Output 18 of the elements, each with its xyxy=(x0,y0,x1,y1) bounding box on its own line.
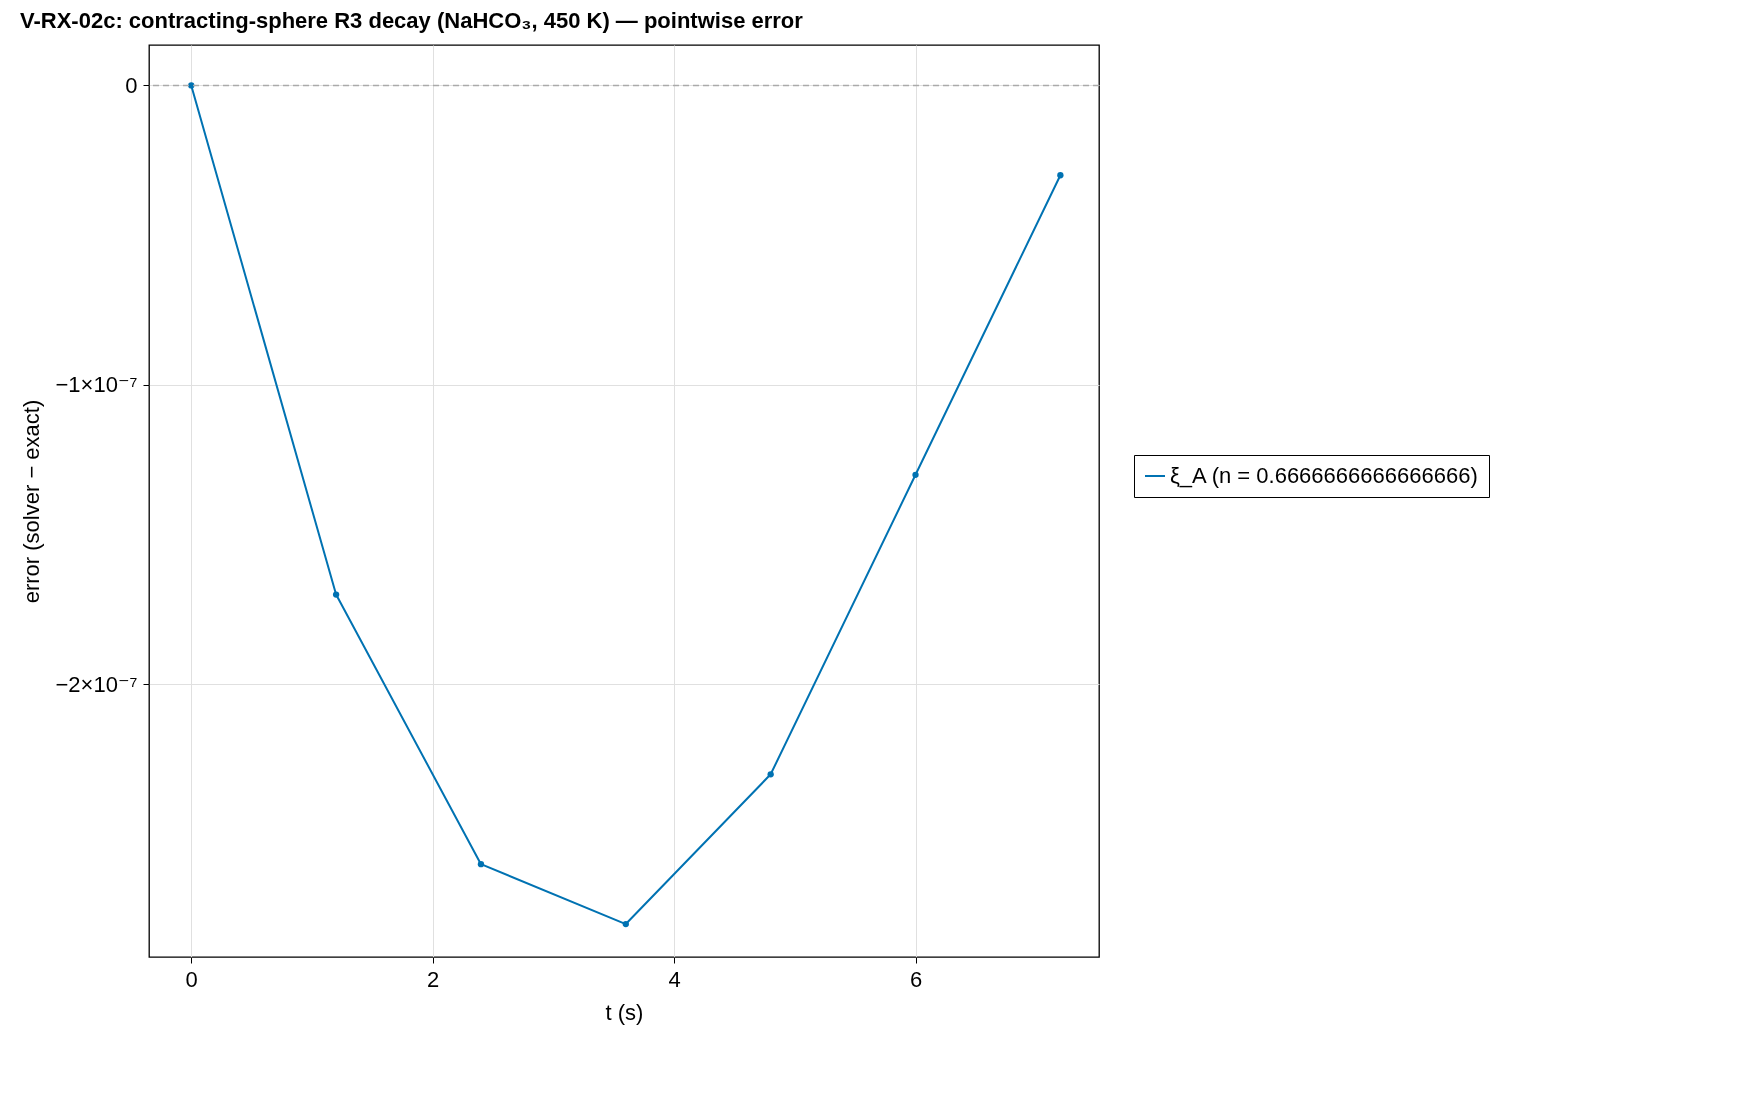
point xyxy=(767,771,774,778)
y-tick-label: −1×10⁻⁷ xyxy=(55,372,138,398)
y-tick-label: −2×10⁻⁷ xyxy=(55,671,138,697)
y-axis-title: error (solver − exact) xyxy=(18,399,44,604)
x-tick-label: 4 xyxy=(668,966,681,992)
legend-label: ξ_A (n = 0.6666666666666666) xyxy=(1170,463,1478,488)
point xyxy=(477,861,485,868)
x-axis-title: t (s) xyxy=(605,999,644,1025)
point xyxy=(912,471,919,478)
point xyxy=(1057,172,1064,179)
point xyxy=(188,82,195,89)
x-tick-label: 6 xyxy=(909,966,923,992)
x-tick-label: 0 xyxy=(185,966,198,992)
point xyxy=(332,591,340,598)
x-tick-label: 2 xyxy=(427,966,440,992)
y-tick-label: 0 xyxy=(125,72,138,98)
chart-title: V-RX-02c: contracting-sphere R3 decay (NaHCO₃, 450 K) — pointwise error xyxy=(20,8,804,33)
point xyxy=(622,920,629,928)
